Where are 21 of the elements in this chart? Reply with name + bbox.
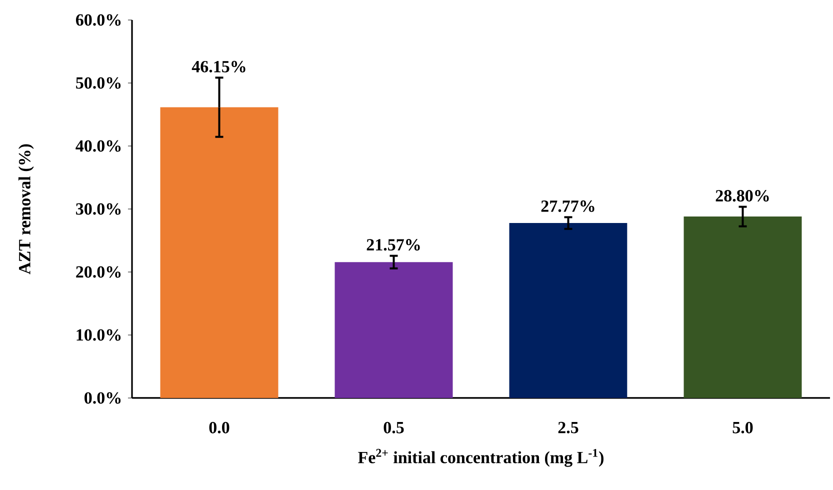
x-axis-title: Fe$^{2+}$ initial concentration (mg L$^{-1}$) (358, 448, 604, 467)
bar (509, 223, 628, 398)
y-tick-label: 60.0% (76, 14, 121, 26)
y-tick-label: 30.0% (76, 203, 121, 215)
y-tick-label: 50.0% (76, 77, 121, 89)
bar (334, 262, 453, 398)
data-label: 28.80% (716, 190, 769, 202)
y-tick-label: 0.0% (84, 392, 121, 404)
y-tick-label: 20.0% (76, 266, 121, 278)
x-tick-label: 0.0 (209, 422, 230, 434)
data-label: 46.15% (192, 60, 246, 72)
bar (684, 216, 802, 398)
x-tick-label: 0.5 (384, 422, 404, 434)
x-tick-label: 2.5 (558, 422, 578, 434)
data-label: 21.57% (366, 239, 420, 251)
data-label: 27.77% (541, 200, 594, 212)
y-axis-title: AZT removal (%) (18, 144, 34, 274)
y-tick-label: 10.0% (76, 329, 121, 341)
y-tick-label: 40.0% (76, 140, 121, 152)
x-tick-label: 5.0 (732, 422, 753, 434)
bar (160, 107, 278, 398)
